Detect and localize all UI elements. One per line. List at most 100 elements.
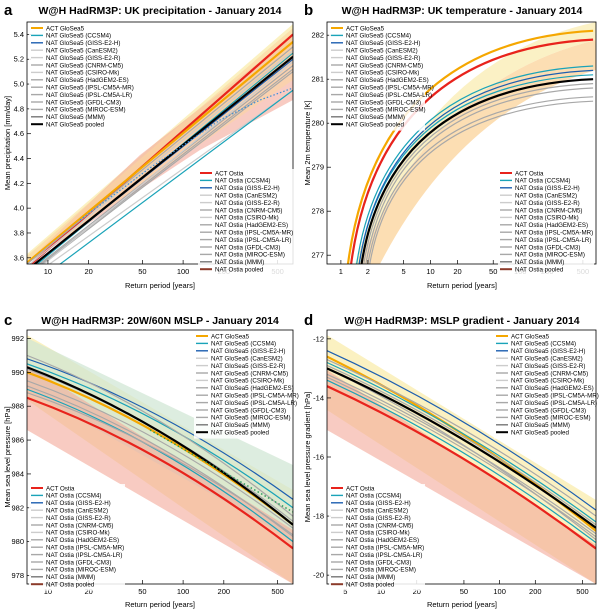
panel-b-ylabel: Mean 2m temperature [K]: [303, 100, 312, 185]
legend-label-nat-glosea5-pooled: NAT GloSea5 pooled: [211, 430, 269, 437]
panel-b-ytick-label: 278: [311, 207, 324, 216]
legend-label-nat-ostia-ccsm4: NAT Ostia (CCSM4): [346, 493, 401, 500]
legend-label-nat-ostia-pooled: NAT Ostia pooled: [515, 267, 564, 274]
legend-label-nat-ostia-miroc-esm: NAT Ostia (MIROC-ESM): [515, 252, 585, 259]
panel-c-ylabel: Mean sea level pressure [hPa]: [3, 406, 12, 507]
panel-a-line-nat-ostia-ccsm4: [59, 89, 293, 264]
panel-c-frame: [26, 329, 294, 585]
legend-label-nat-glosea5-ipsl-cm5a-lr: NAT GloSea5 (IPSL-CM5A-LR): [46, 92, 132, 99]
panel-b-line-nat-glosea5-giss-e2-h: [358, 69, 594, 264]
legend-label-nat-ostia-mmm: NAT Ostia (MMM): [346, 574, 395, 581]
legend-label-nat-glosea5-ipsl-cm5a-lr: NAT GloSea5 (IPSL-CM5A-LR): [211, 400, 297, 407]
legend-background: [498, 169, 594, 276]
legend-label-nat-glosea5-giss-e2-h: NAT GloSea5 (GISS-E2-H): [46, 40, 120, 47]
panel-a-ytick-label: 5.4: [14, 30, 24, 39]
panel-a-line-nat-glosea5-csiro-mk: [29, 50, 293, 264]
legend-label-nat-ostia-ipsl-cm5a-lr: NAT Ostia (IPSL-CM5A-LR): [46, 552, 122, 559]
panel-a-scatter-blue: [79, 87, 293, 221]
panel-d-ytick-label: -18: [313, 512, 324, 521]
legend-label-nat-glosea5-mmm: NAT GloSea5 (MMM): [511, 422, 570, 429]
panel-a-ytick-label: 4.0: [14, 204, 24, 213]
legend-label-nat-ostia-pooled: NAT Ostia pooled: [215, 267, 264, 274]
legend-background: [198, 169, 294, 276]
legend-label-nat-glosea5-miroc-esm: NAT GloSea5 (MIROC-ESM): [46, 107, 126, 114]
panel-d-band-red: [327, 370, 596, 584]
legend-label-nat-ostia-cnrm-cm5: NAT Ostia (CNRM-CM5): [215, 207, 283, 214]
legend-label-nat-glosea5-hadgem2-es: NAT GloSea5 (HadGEM2-ES): [211, 385, 294, 392]
panel-d-plot-area: [327, 335, 596, 584]
panel-b-frame: [326, 21, 597, 265]
panel-d-xtick-label: 500: [576, 587, 589, 596]
panel-d-xtick-label: 100: [493, 587, 506, 596]
legend-label-nat-ostia-ipsl-cm5a-mr: NAT Ostia (IPSL-CM5A-MR): [515, 230, 593, 237]
legend-label-nat-glosea5-giss-e2-r: NAT GloSea5 (GISS-E2-R): [211, 363, 285, 370]
panel-b-xtick-label: 50: [489, 267, 497, 276]
legend-label-nat-glosea5-giss-e2-r: NAT GloSea5 (GISS-E2-R): [511, 363, 585, 370]
panel-a: a W@H HadRM3P: UK precipitation - Januar…: [3, 2, 294, 290]
panel-a-line-nat-glosea5-canesm2: [48, 89, 293, 264]
panel-c-line-act-ostia: [27, 396, 293, 550]
panel-b-ytick-label: 281: [311, 75, 324, 84]
legend-label-nat-glosea5-hadgem2-es: NAT GloSea5 (HadGEM2-ES): [346, 77, 429, 84]
panel-d-xtick-label: 200: [529, 587, 542, 596]
panel-b-line-nat-glosea5-miroc-esm: [365, 87, 594, 264]
legend-background: [329, 484, 425, 591]
legend-label-nat-glosea5-canesm2: NAT GloSea5 (CanESM2): [46, 48, 118, 55]
panel-c-xtick-label: 50: [138, 587, 146, 596]
legend-label-nat-ostia-gfdl-cm3: NAT Ostia (GFDL-CM3): [215, 244, 280, 251]
legend-label-nat-ostia-ipsl-cm5a-mr: NAT Ostia (IPSL-CM5A-MR): [46, 545, 124, 552]
panel-b-ytick-label: 282: [311, 31, 324, 40]
panel-a-band-orange: [27, 28, 293, 264]
legend-label-nat-ostia-canesm2: NAT Ostia (CanESM2): [515, 193, 577, 200]
panel-d-line-nat-glosea5-giss-e2-h: [327, 350, 596, 511]
panel-a-line-act-glosea5: [27, 41, 293, 264]
panel-c-xtick-label: 10: [44, 587, 52, 596]
panel-d-xlabel: Return period [years]: [427, 600, 497, 609]
panel-b: b W@H HadRM3P: UK temperature - January …: [303, 2, 597, 290]
legend-label-nat-ostia-mmm: NAT Ostia (MMM): [215, 259, 264, 266]
legend-label-nat-ostia-pooled: NAT Ostia pooled: [346, 582, 395, 589]
panel-a-frame: [26, 21, 294, 265]
panel-c-xtick-label: 200: [218, 587, 231, 596]
panel-c-line-nat-ostia-gfdl-cm3: [27, 392, 293, 536]
legend-label-nat-glosea5-canesm2: NAT GloSea5 (CanESM2): [211, 356, 283, 363]
legend-label-nat-glosea5-giss-e2-h: NAT GloSea5 (GISS-E2-H): [211, 348, 285, 355]
legend-label-nat-glosea5-canesm2: NAT GloSea5 (CanESM2): [346, 48, 418, 55]
panel-d: d W@H HadRM3P: MSLP gradient - January 2…: [303, 312, 599, 609]
panel-b-xtick-label: 2: [366, 267, 370, 276]
legend-background: [329, 24, 425, 131]
legend-label-nat-glosea5-hadgem2-es: NAT GloSea5 (HadGEM2-ES): [46, 77, 129, 84]
legend-label-nat-glosea5-gfdl-cm3: NAT GloSea5 (GFDL-CM3): [511, 407, 586, 414]
legend-label-nat-ostia-hadgem2-es: NAT Ostia (HadGEM2-ES): [515, 222, 588, 229]
panel-a-line-nat-glosea5-giss-e2-r: [42, 61, 293, 264]
legend-label-nat-ostia-miroc-esm: NAT Ostia (MIROC-ESM): [346, 567, 416, 574]
legend-label-nat-ostia-csiro-mk: NAT Ostia (CSIRO-Mk): [346, 530, 410, 537]
panel-letter-a: a: [4, 2, 13, 19]
legend-label-nat-glosea5-giss-e2-h: NAT GloSea5 (GISS-E2-H): [346, 40, 420, 47]
legend-background: [194, 332, 290, 439]
panel-b-xtick-label: 5: [401, 267, 405, 276]
panel-c-line-nat-glosea5-pooled: [27, 366, 293, 526]
panel-c-xlabel: Return period [years]: [125, 600, 195, 609]
panel-b-xlabel: Return period [years]: [427, 281, 497, 290]
legend-label-nat-ostia-ipsl-cm5a-mr: NAT Ostia (IPSL-CM5A-MR): [215, 230, 293, 237]
panel-a-line-nat-ostia-cnrm-cm5: [27, 46, 293, 264]
panel-d-title: W@H HadRM3P: MSLP gradient - January 201…: [344, 315, 579, 327]
panel-a-ytick-label: 5.2: [14, 55, 24, 64]
panel-a-ytick-label: 4.8: [14, 104, 24, 113]
legend-label-nat-glosea5-miroc-esm: NAT GloSea5 (MIROC-ESM): [211, 415, 291, 422]
legend-label-nat-glosea5-giss-e2-h: NAT GloSea5 (GISS-E2-H): [511, 348, 585, 355]
panel-b-line-nat-glosea5-pooled: [360, 78, 594, 264]
panel-b-ytick-label: 277: [311, 251, 324, 260]
panel-c-line-nat-glosea5-ccsm4: [27, 363, 293, 509]
legend-label-nat-ostia-mmm: NAT Ostia (MMM): [515, 259, 564, 266]
legend-label-nat-glosea5-ccsm4: NAT GloSea5 (CCSM4): [346, 33, 411, 40]
legend-label-act-glosea5: ACT GloSea5: [346, 25, 385, 32]
legend-label-act-glosea5: ACT GloSea5: [46, 25, 85, 32]
panel-c-ytick-label: 986: [11, 436, 24, 445]
legend-label-nat-glosea5-canesm2: NAT GloSea5 (CanESM2): [511, 356, 583, 363]
legend-label-act-ostia: ACT Ostia: [346, 485, 375, 492]
